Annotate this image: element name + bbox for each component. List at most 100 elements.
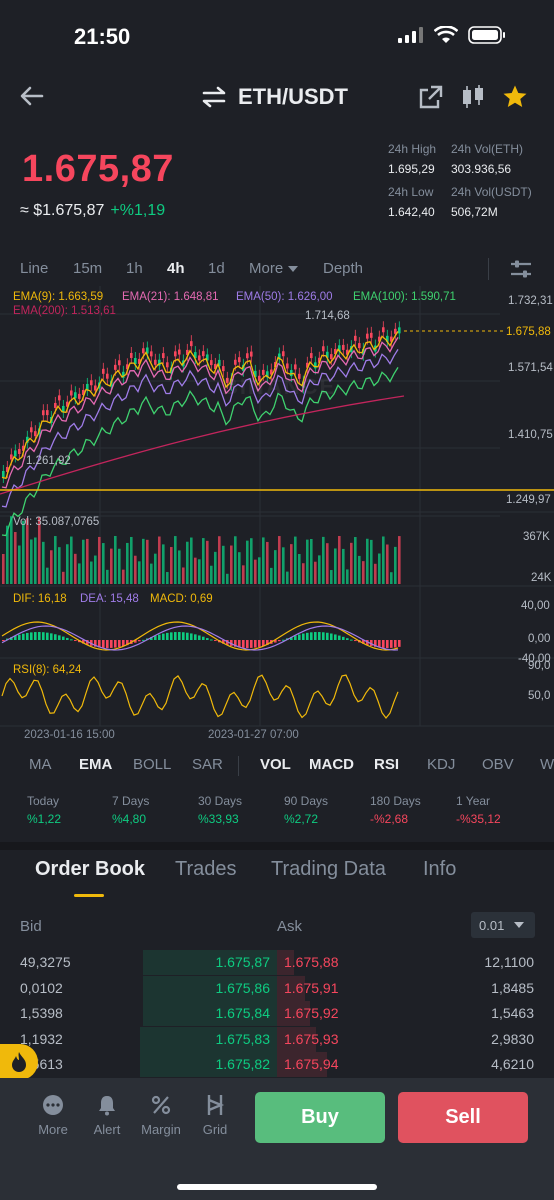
candle-body	[298, 373, 301, 379]
sell-button[interactable]: Sell	[398, 1092, 528, 1143]
buy-button[interactable]: Buy	[255, 1092, 385, 1143]
candle-body	[174, 351, 177, 357]
orderbook-row[interactable]: 2,5613 1.675,82 1.675,94 4,6210	[0, 1052, 554, 1078]
macd-bar	[298, 634, 301, 640]
candlestick-icon[interactable]	[460, 84, 486, 110]
price-chart[interactable]: EMA(9): 1.663,59 EMA(21): 1.648,81 EMA(5…	[0, 286, 554, 744]
nav-more[interactable]: More	[28, 1094, 78, 1137]
macd-bar	[126, 640, 129, 646]
candle-body	[278, 353, 281, 360]
volume-bar	[290, 544, 293, 584]
perf-label: 1 Year	[456, 794, 491, 808]
percent-icon	[151, 1095, 171, 1115]
tab-trades[interactable]: Trades	[175, 858, 237, 880]
low-label: 24h Low	[388, 185, 434, 199]
macd-bar	[318, 632, 321, 640]
ind-rsi[interactable]: RSI	[374, 756, 400, 773]
macd-bar	[274, 640, 277, 643]
candle-body	[190, 341, 193, 347]
perf-label: 180 Days	[370, 794, 421, 808]
pair-selector[interactable]: ETH/USDT	[200, 84, 348, 110]
back-arrow-icon[interactable]	[18, 82, 46, 110]
chart-settings-icon[interactable]	[509, 258, 533, 280]
liquidity-float-button[interactable]	[0, 1044, 38, 1080]
tf-1d[interactable]: 1d	[208, 260, 225, 277]
perf-item: 7 Days %4,80	[112, 794, 149, 826]
tf-line[interactable]: Line	[20, 260, 49, 277]
candle-body	[246, 353, 249, 359]
ask-qty: 12,1100	[484, 954, 534, 970]
orderbook-row[interactable]: 1,5398 1.675,84 1.675,92 1,5463	[0, 1001, 554, 1027]
ind-kdj[interactable]: KDJ	[427, 756, 456, 773]
tf-more[interactable]: More	[249, 260, 299, 277]
precision-select[interactable]: 0.01	[471, 912, 535, 938]
macd-bar	[234, 640, 237, 647]
volume-bar	[22, 520, 25, 584]
usd-equivalent: ≈ $1.675,87	[20, 202, 105, 219]
orderbook-row[interactable]: 1,1932 1.675,83 1.675,93 2,9830	[0, 1026, 554, 1053]
macd-bar	[254, 640, 257, 648]
macd-bar	[30, 632, 33, 640]
ind-w[interactable]: W	[540, 756, 554, 773]
volume-bar	[178, 550, 181, 584]
perf-item: 90 Days %2,72	[284, 794, 328, 826]
candle-body	[314, 362, 317, 369]
macd-bar	[82, 640, 85, 644]
volume-bar	[210, 565, 213, 584]
volume-bar	[366, 538, 369, 584]
ind-obv[interactable]: OBV	[482, 756, 514, 773]
macd-bar	[22, 633, 25, 640]
ind-vol[interactable]: VOL	[260, 756, 291, 773]
macd-axis-label: 40,00	[521, 600, 550, 612]
tf-4h[interactable]: 4h	[167, 260, 185, 277]
macd-bar	[178, 632, 181, 640]
macd-bar	[74, 640, 77, 641]
macd-bar	[302, 633, 305, 640]
candle-body	[134, 357, 137, 364]
perf-value: %33,93	[198, 812, 239, 826]
orderbook-row[interactable]: 49,3275 1.675,87 1.675,88 12,1100	[0, 950, 554, 976]
tab-trading-data[interactable]: Trading Data	[271, 858, 386, 880]
tf-1h[interactable]: 1h	[126, 260, 143, 277]
ind-macd[interactable]: MACD	[309, 756, 354, 773]
pair-title: ETH/USDT	[238, 84, 348, 109]
candle-body	[118, 360, 121, 366]
bid-qty: 0,0102	[20, 979, 63, 996]
ask-price: 1.675,88	[284, 954, 339, 970]
share-icon[interactable]	[418, 84, 444, 110]
ask-price: 1.675,94	[284, 1056, 339, 1072]
nav-margin[interactable]: Margin	[136, 1094, 186, 1137]
volume-bar	[158, 536, 161, 584]
candle-body	[158, 359, 161, 366]
candle-body	[30, 427, 33, 433]
volume-bar	[126, 542, 129, 584]
favorite-star-icon[interactable]	[502, 84, 528, 110]
candle-body	[126, 364, 129, 370]
ind-sar[interactable]: SAR	[192, 756, 223, 773]
rsi-line	[1, 674, 399, 719]
candle-body	[130, 352, 133, 358]
volume-bar	[122, 569, 125, 584]
ind-ema[interactable]: EMA	[79, 756, 113, 773]
volume-bar	[310, 538, 313, 584]
orderbook-row[interactable]: 0,0102 1.675,86 1.675,91 1,8485	[0, 975, 554, 1002]
macd-bar	[206, 638, 209, 640]
candle-body	[202, 351, 205, 357]
tf-15m[interactable]: 15m	[73, 260, 103, 277]
low-marker: 1.261,92	[26, 455, 71, 467]
tab-order-book[interactable]: Order Book	[35, 858, 146, 880]
volume-bar	[334, 548, 337, 584]
tf-depth[interactable]: Depth	[323, 260, 364, 277]
nav-alert[interactable]: Alert	[82, 1094, 132, 1137]
candle-body	[326, 351, 329, 358]
nav-grid[interactable]: Grid	[190, 1094, 240, 1137]
tab-info[interactable]: Info	[423, 858, 457, 880]
status-time: 21:50	[74, 24, 131, 49]
ind-boll[interactable]: BOLL	[133, 756, 172, 773]
ind-ma[interactable]: MA	[29, 756, 52, 773]
volume-bar	[130, 536, 133, 584]
vol-usdt-label: 24h Vol(USDT)	[451, 185, 532, 199]
candle-body	[290, 370, 293, 377]
ema50-label: EMA(50): 1.626,00	[236, 291, 333, 303]
binance-watermark: BINANCE	[222, 374, 337, 399]
